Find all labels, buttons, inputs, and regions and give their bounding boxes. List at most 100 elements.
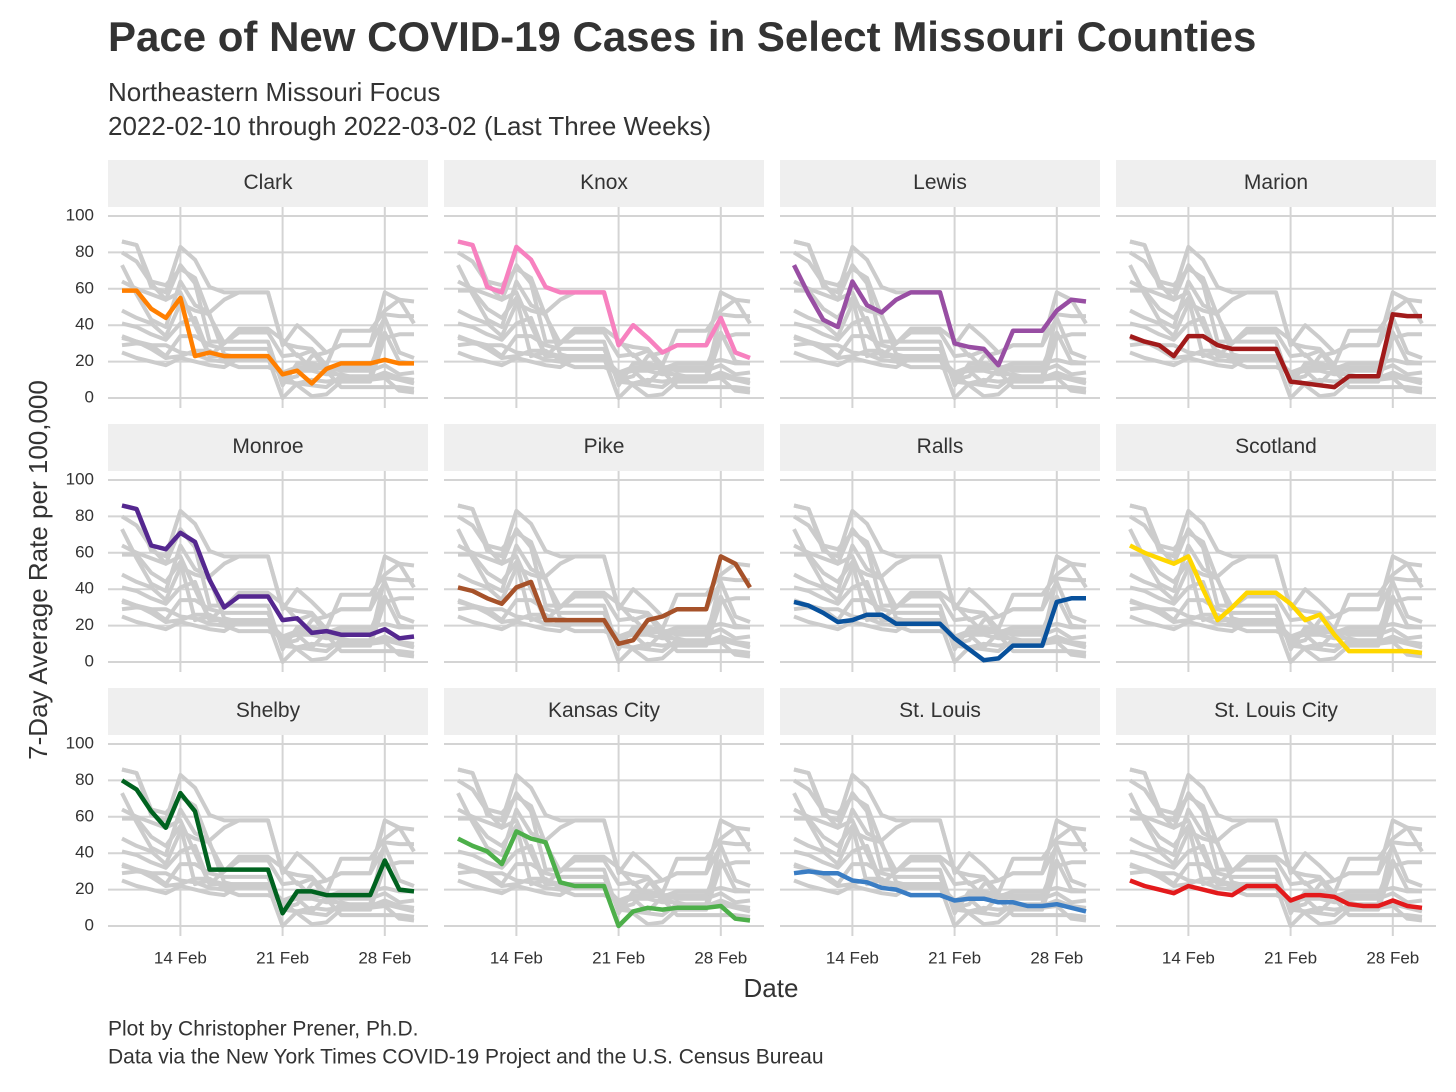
context-line — [456, 778, 751, 916]
x-axis-label: Date — [744, 973, 799, 1003]
context-line — [793, 279, 1087, 391]
subtitle: Northeastern Missouri Focus — [108, 77, 440, 107]
context-line — [121, 543, 415, 655]
facet-strip — [780, 160, 1100, 207]
facet-label: Marion — [1244, 171, 1308, 194]
y-tick-label: 60 — [75, 542, 94, 561]
facet-label: Pike — [584, 435, 625, 458]
series-line — [793, 869, 1087, 914]
y-tick-label: 40 — [75, 315, 94, 334]
context-line — [793, 239, 1087, 377]
y-axis-label: 7-Day Average Rate per 100,000 — [23, 380, 53, 760]
context-line — [1129, 807, 1423, 919]
y-tick-label: 20 — [75, 615, 94, 634]
context-line — [793, 503, 1087, 641]
context-line — [456, 792, 751, 896]
context-line — [1129, 503, 1423, 641]
context-line — [121, 279, 415, 391]
x-tick-label: 21 Feb — [256, 948, 309, 967]
facet-strip — [108, 688, 428, 735]
context-line — [1129, 614, 1423, 646]
context-line — [456, 250, 751, 388]
facet-strip — [1116, 688, 1436, 735]
context-line — [792, 792, 1087, 896]
facet-strip — [108, 160, 428, 207]
series-line — [1128, 543, 1423, 656]
series-line — [793, 596, 1086, 663]
context-line — [120, 250, 415, 388]
series-line — [1129, 878, 1423, 911]
facet-strip — [1116, 160, 1436, 207]
context-line — [792, 514, 1087, 652]
chart-title: Pace of New COVID-19 Cases in Select Mis… — [108, 13, 1256, 60]
context-line — [793, 543, 1087, 655]
facet-label: Ralls — [917, 435, 964, 458]
context-line — [793, 350, 1087, 382]
context-line — [1128, 250, 1423, 388]
x-tick-label: 14 Feb — [826, 948, 879, 967]
context-line — [121, 614, 415, 646]
context-line — [457, 767, 751, 905]
context-line — [456, 528, 751, 632]
context-line — [792, 528, 1087, 632]
facet-strip — [444, 688, 764, 735]
facet-label: Kansas City — [548, 699, 661, 722]
context-line — [457, 807, 751, 919]
y-tick-label: 0 — [85, 651, 94, 670]
context-line — [793, 807, 1087, 919]
context-line — [1128, 792, 1423, 896]
y-tick-label: 80 — [75, 770, 94, 789]
context-line — [1128, 264, 1423, 368]
series-line — [457, 239, 751, 361]
context-line — [1129, 279, 1423, 391]
y-tick-label: 20 — [75, 351, 94, 370]
facet-strip — [108, 424, 428, 471]
context-line — [121, 878, 415, 910]
x-tick-label: 14 Feb — [1162, 948, 1215, 967]
x-tick-label: 14 Feb — [490, 948, 543, 967]
series-line — [1129, 312, 1422, 390]
facet-label: Scotland — [1235, 435, 1317, 458]
context-line — [1129, 239, 1423, 377]
context-line — [120, 792, 415, 896]
y-tick-label: 100 — [66, 733, 94, 752]
series-line — [791, 264, 1087, 368]
context-line — [456, 514, 751, 652]
facet-label: Shelby — [236, 699, 301, 722]
context-line — [457, 543, 751, 655]
context-line — [121, 807, 415, 919]
context-line — [792, 250, 1087, 388]
facet-label: Monroe — [232, 435, 303, 458]
context-line — [1128, 528, 1423, 632]
context-line — [120, 528, 415, 632]
y-tick-label: 0 — [85, 915, 94, 934]
y-tick-label: 80 — [75, 242, 94, 261]
y-tick-label: 60 — [75, 278, 94, 297]
x-tick-label: 28 Feb — [694, 948, 747, 967]
context-line — [457, 350, 751, 382]
facet-strip — [1116, 424, 1436, 471]
context-line — [120, 514, 415, 652]
y-tick-label: 80 — [75, 506, 94, 525]
x-tick-label: 28 Feb — [1366, 948, 1419, 967]
facet-label: Lewis — [913, 171, 967, 194]
subtitle: 2022-02-10 through 2022-03-02 (Last Thre… — [108, 111, 711, 141]
y-tick-label: 100 — [66, 205, 94, 224]
x-tick-label: 21 Feb — [592, 948, 645, 967]
x-tick-label: 21 Feb — [1264, 948, 1317, 967]
context-line — [121, 767, 415, 905]
y-tick-label: 40 — [75, 579, 94, 598]
context-line — [457, 279, 751, 391]
facet-strip — [780, 424, 1100, 471]
series-line — [122, 288, 414, 386]
x-tick-label: 21 Feb — [928, 948, 981, 967]
caption: Plot by Christopher Prener, Ph.D. — [108, 1018, 418, 1041]
series-line — [120, 778, 415, 916]
facet-strip — [444, 160, 764, 207]
y-tick-label: 40 — [75, 843, 94, 862]
facet-strip — [444, 424, 764, 471]
series-line — [121, 503, 415, 641]
caption: Data via the New York Times COVID-19 Pro… — [108, 1046, 824, 1069]
